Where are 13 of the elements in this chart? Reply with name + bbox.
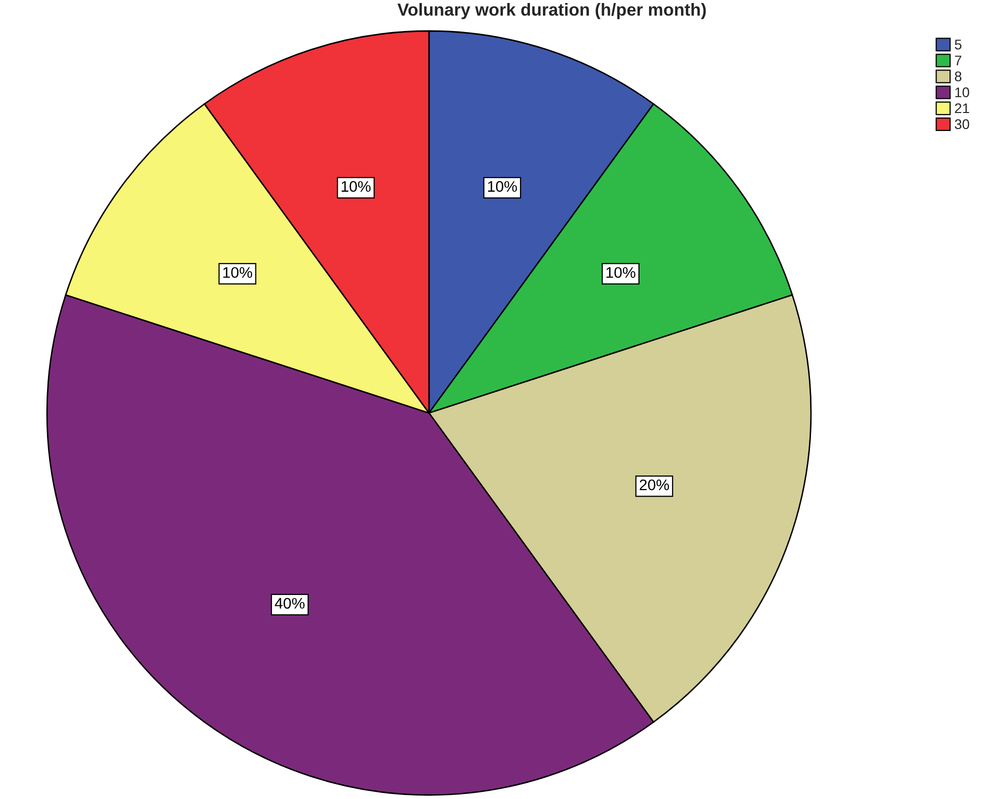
legend-label: 10 — [955, 87, 970, 98]
legend-label: 30 — [954, 119, 970, 130]
legend-label: 5 — [954, 40, 962, 50]
legend-label: 8 — [954, 71, 962, 82]
data-label: 10% — [606, 267, 636, 278]
legend-label: 7 — [954, 56, 962, 66]
data-label: 40% — [274, 598, 305, 609]
data-label: 10% — [342, 181, 371, 192]
chart-title: Volunary work duration (h/per month) — [397, 3, 706, 20]
data-label: 10% — [488, 181, 517, 192]
legend-label: 21 — [954, 103, 970, 114]
data-label: 10% — [223, 267, 252, 278]
data-label: 20% — [640, 479, 669, 490]
